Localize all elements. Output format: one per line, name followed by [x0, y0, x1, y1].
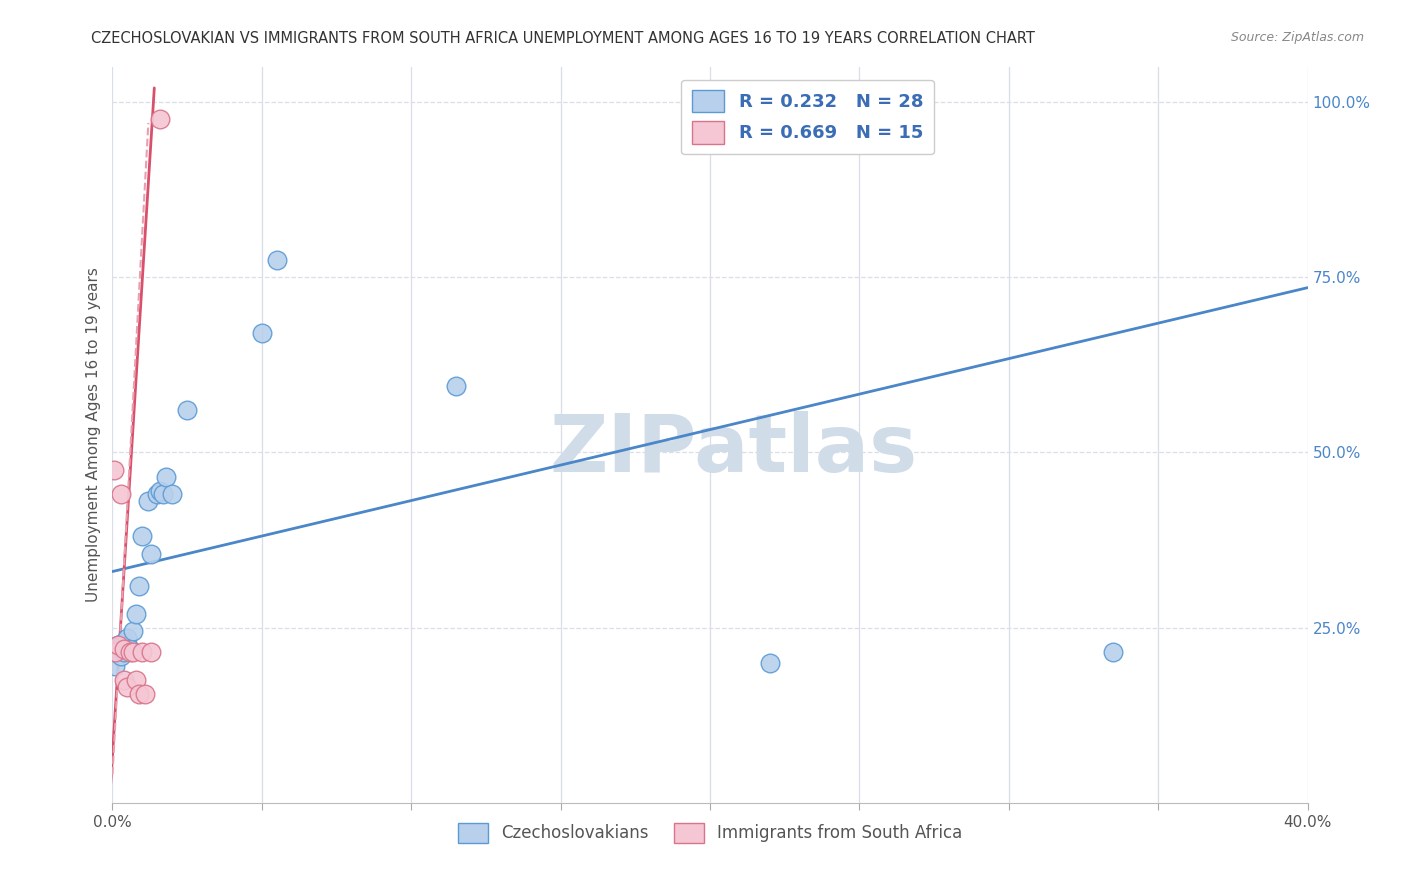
Point	[152, 487, 174, 501]
Point	[759, 656, 782, 670]
Point	[155, 470, 177, 484]
Point	[117, 680, 139, 694]
Text: Source: ZipAtlas.com: Source: ZipAtlas.com	[1230, 31, 1364, 45]
Point	[128, 687, 150, 701]
Point	[1102, 645, 1125, 659]
Point	[114, 634, 135, 648]
Point	[104, 645, 127, 659]
Text: ZIPatlas: ZIPatlas	[550, 410, 918, 489]
Point	[134, 687, 156, 701]
Point	[250, 326, 273, 341]
Point	[114, 673, 135, 688]
Point	[120, 645, 142, 659]
Point	[149, 112, 172, 127]
Point	[107, 645, 129, 659]
Y-axis label: Unemployment Among Ages 16 to 19 years: Unemployment Among Ages 16 to 19 years	[86, 268, 101, 602]
Point	[122, 645, 145, 659]
Point	[120, 641, 142, 656]
Point	[107, 638, 129, 652]
Point	[141, 645, 163, 659]
Point	[110, 648, 132, 663]
Point	[149, 483, 172, 498]
Point	[162, 487, 183, 501]
Point	[117, 631, 139, 645]
Point	[141, 547, 163, 561]
Point	[122, 624, 145, 639]
Point	[131, 645, 153, 659]
Point	[114, 645, 135, 659]
Point	[444, 378, 467, 392]
Point	[176, 403, 198, 417]
Point	[138, 494, 160, 508]
Point	[114, 641, 135, 656]
Point	[125, 673, 148, 688]
Point	[110, 638, 132, 652]
Point	[107, 638, 129, 652]
Point	[103, 463, 125, 477]
Point	[104, 645, 127, 659]
Point	[128, 578, 150, 592]
Text: CZECHOSLOVAKIAN VS IMMIGRANTS FROM SOUTH AFRICA UNEMPLOYMENT AMONG AGES 16 TO 19: CZECHOSLOVAKIAN VS IMMIGRANTS FROM SOUTH…	[91, 31, 1035, 46]
Point	[110, 487, 132, 501]
Point	[131, 529, 153, 543]
Point	[266, 252, 288, 267]
Legend: Czechoslovakians, Immigrants from South Africa: Czechoslovakians, Immigrants from South …	[451, 816, 969, 850]
Point	[146, 487, 169, 501]
Point	[117, 638, 139, 652]
Point	[104, 659, 127, 673]
Point	[125, 607, 148, 621]
